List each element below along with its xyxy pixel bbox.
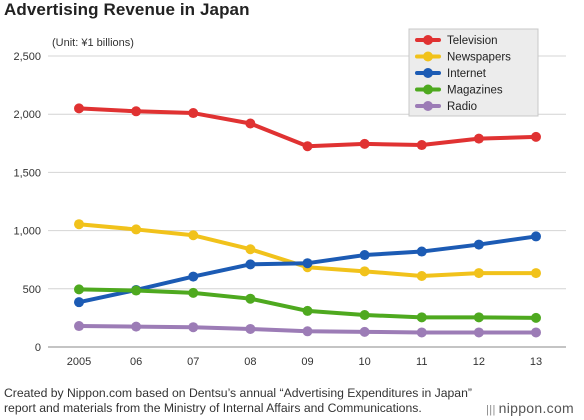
y-tick-label: 2,000 — [13, 109, 41, 121]
data-point — [416, 312, 427, 323]
data-point — [188, 322, 199, 333]
data-point — [416, 246, 427, 257]
data-point — [131, 224, 142, 235]
data-point — [188, 287, 199, 298]
data-point — [245, 244, 256, 255]
data-point — [359, 138, 370, 149]
y-tick-label: 2,500 — [13, 51, 41, 63]
x-tick-label: 11 — [416, 356, 427, 368]
data-point — [74, 284, 84, 295]
legend-swatch-point — [423, 51, 433, 62]
data-point — [473, 327, 484, 338]
chart-title: Advertising Revenue in Japan — [4, 0, 250, 19]
legend-label: Television — [447, 35, 498, 47]
legend-label: Newspapers — [447, 52, 511, 64]
legend-swatch-point — [423, 68, 433, 78]
data-point — [416, 270, 427, 281]
data-point — [302, 258, 313, 269]
unit-note: (Unit: ¥1 billions) — [52, 37, 134, 49]
legend-label: Magazines — [447, 85, 503, 97]
data-point — [245, 293, 256, 304]
series-magazines — [74, 284, 541, 323]
x-tick-label: 09 — [301, 356, 313, 368]
data-point — [359, 326, 370, 337]
data-point — [531, 231, 541, 242]
data-point — [531, 268, 541, 279]
data-point — [302, 305, 313, 316]
series-newspapers — [74, 219, 541, 281]
data-point — [188, 108, 199, 119]
data-point — [302, 326, 313, 337]
data-point — [359, 266, 370, 277]
data-point — [245, 259, 256, 270]
legend-item: Newspapers — [415, 51, 511, 64]
line-chart: 0 500 1,000 1,500 2,000 2,500 2005 06 07 08 09 10 1… — [13, 28, 566, 368]
data-point — [531, 312, 541, 323]
data-point — [74, 219, 84, 230]
legend-item: Magazines — [415, 84, 503, 97]
brand-name: nippon.com — [498, 400, 574, 416]
x-tick-label: 07 — [187, 356, 199, 368]
data-point — [416, 140, 427, 151]
legend-label: Radio — [447, 101, 477, 113]
source-caption: Created by Nippon.com based on Dentsu’s … — [4, 386, 472, 415]
y-tick-label: 500 — [23, 284, 41, 296]
x-tick-label: 13 — [530, 356, 542, 368]
data-point — [131, 321, 142, 332]
data-point — [531, 327, 541, 338]
data-point — [131, 106, 142, 117]
data-point — [74, 297, 84, 308]
data-point — [74, 103, 84, 114]
legend-swatch-point — [423, 101, 433, 111]
brand-logo: ||| nippon.com — [486, 400, 574, 416]
series-television — [74, 103, 541, 152]
data-point — [416, 327, 427, 338]
data-point — [245, 323, 256, 334]
data-point — [188, 271, 199, 282]
legend-item: Internet — [415, 68, 487, 80]
data-point — [245, 118, 256, 129]
legend-swatch-point — [423, 35, 433, 45]
brand-mark-icon: ||| — [486, 404, 496, 416]
legend: Television Newspapers Internet Magazines Rad… — [408, 28, 539, 117]
y-tick-label: 0 — [35, 342, 41, 354]
data-point — [473, 133, 484, 144]
data-point — [74, 321, 84, 332]
legend-label: Internet — [447, 68, 487, 80]
data-point — [359, 250, 370, 261]
x-tick-label: 10 — [359, 356, 371, 368]
x-tick-label: 06 — [130, 356, 142, 368]
legend-item: Radio — [415, 101, 477, 113]
data-point — [531, 131, 541, 142]
data-point — [188, 230, 199, 241]
data-point — [359, 309, 370, 320]
data-point — [473, 268, 484, 279]
y-axis-tick-labels: 0 500 1,000 1,500 2,000 2,500 — [13, 51, 41, 354]
series-radio — [74, 321, 541, 338]
x-axis-tick-labels: 2005 06 07 08 09 10 11 12 13 — [67, 356, 542, 368]
x-tick-label: 12 — [473, 356, 485, 368]
data-point — [473, 239, 484, 250]
legend-swatch-point — [423, 84, 433, 95]
legend-item: Television — [415, 35, 498, 47]
y-tick-label: 1,500 — [13, 167, 41, 179]
data-point — [131, 285, 142, 296]
data-point — [473, 312, 484, 323]
x-tick-label: 08 — [244, 356, 256, 368]
series-lines — [74, 103, 541, 338]
data-point — [302, 141, 313, 152]
x-tick-label: 2005 — [67, 356, 91, 368]
series-internet — [74, 231, 541, 308]
y-tick-label: 1,000 — [13, 226, 41, 238]
